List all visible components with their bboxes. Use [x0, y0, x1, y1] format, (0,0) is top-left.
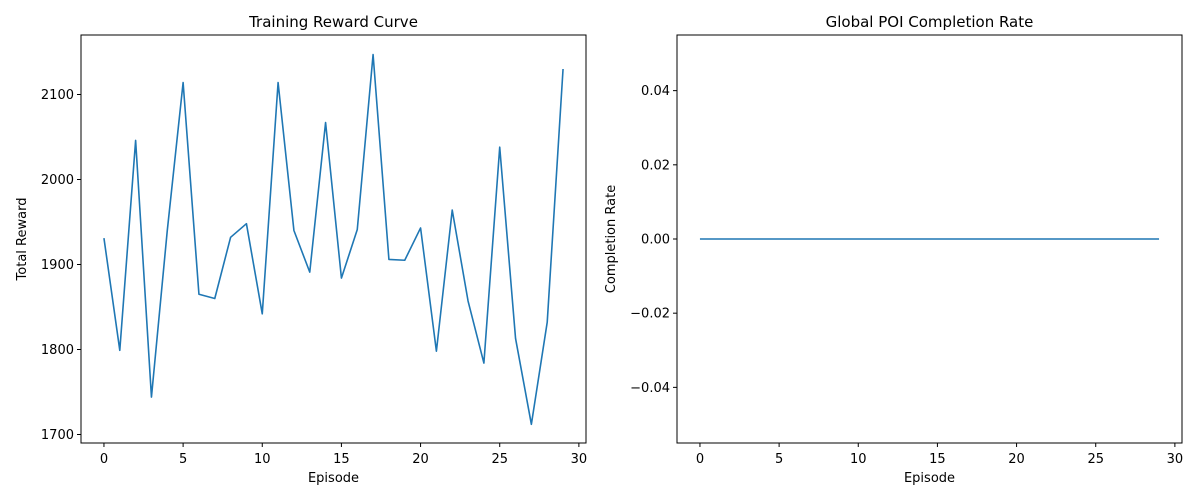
reward-x-tick-label: 20	[412, 452, 429, 467]
reward-plot-lines	[103, 53, 564, 426]
reward-x-tick-label: 30	[571, 452, 588, 467]
reward-x-tick-label: 25	[491, 452, 508, 467]
reward-x-tick-label: 0	[100, 452, 108, 467]
completion-y-tick-label: 0.02	[641, 158, 670, 173]
completion-chart-title: Global POI Completion Rate	[826, 13, 1034, 31]
completion-y-ticks: −0.04 −0.02 0.00 0.02 0.04	[630, 84, 677, 396]
completion-x-tick-label: 20	[1008, 452, 1025, 467]
reward-y-tick-label: 1700	[41, 428, 74, 443]
reward-x-tick-label: 5	[179, 452, 187, 467]
reward-chart-title: Training Reward Curve	[248, 13, 418, 31]
completion-y-tick-label: −0.04	[630, 381, 670, 396]
completion-y-axis-label: Completion Rate	[604, 185, 619, 293]
completion-x-tick-label: 30	[1167, 452, 1184, 467]
reward-y-tick-label: 2100	[41, 88, 74, 103]
reward-y-axis-label: Total Reward	[15, 198, 30, 282]
reward-x-tick-label: 15	[333, 452, 350, 467]
completion-x-tick-label: 5	[775, 452, 783, 467]
reward-plot-frame	[80, 34, 587, 444]
reward-x-ticks: 0 5 10 15 20 25 30	[100, 443, 587, 467]
reward-x-axis-label: Episode	[308, 471, 359, 486]
completion-y-tick-label: −0.02	[630, 307, 670, 322]
completion-y-tick-label: 0.04	[641, 84, 670, 99]
completion-y-tick-label: 0.00	[641, 233, 670, 248]
reward-chart: 0 5 10 15 20 25 30 1700 1800 1900 2000 2100 Traini…	[15, 13, 587, 486]
reward-y-tick-label: 1800	[41, 343, 74, 358]
completion-x-ticks: 0 5 10 15 20 25 30	[696, 443, 1183, 467]
completion-x-tick-label: 15	[929, 452, 946, 467]
reward-y-tick-label: 2000	[41, 173, 74, 188]
reward-series-line	[103, 53, 564, 426]
reward-y-tick-label: 1900	[41, 258, 74, 273]
reward-y-ticks: 1700 1800 1900 2000 2100	[41, 88, 81, 443]
completion-x-axis-label: Episode	[904, 471, 955, 486]
completion-x-tick-label: 10	[850, 452, 867, 467]
completion-chart: 0 5 10 15 20 25 30 −0.04 −0.02 0.00 0.02 0.04 Glob…	[604, 13, 1183, 486]
reward-x-tick-label: 10	[254, 452, 271, 467]
completion-x-tick-label: 0	[696, 452, 704, 467]
completion-x-tick-label: 25	[1087, 452, 1104, 467]
